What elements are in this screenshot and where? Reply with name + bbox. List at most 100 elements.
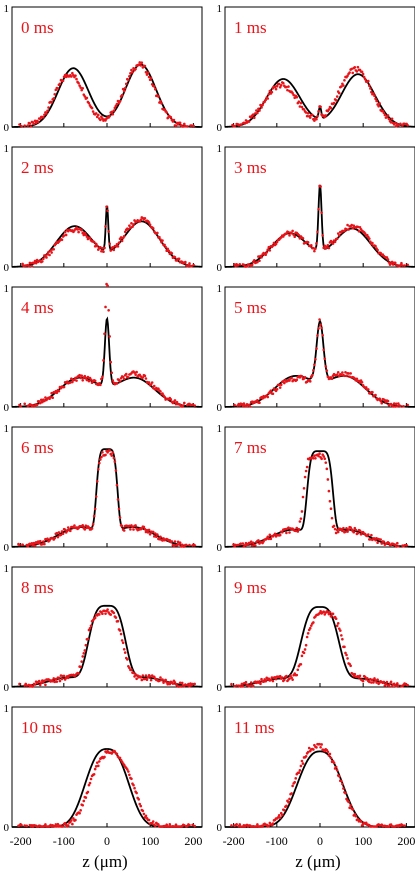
experiment-point (184, 260, 187, 264)
experiment-point (43, 679, 46, 682)
experiment-point (301, 762, 305, 765)
experiment-point (233, 125, 236, 128)
experiment-point (329, 106, 333, 110)
experiment-point (172, 118, 176, 122)
experiment-point (371, 390, 374, 394)
experiment-point (106, 209, 109, 212)
experiment-point (87, 101, 91, 105)
experiment-point (379, 399, 383, 403)
experiment-point (147, 75, 151, 79)
experiment-point (299, 764, 303, 768)
experiment-point (93, 507, 97, 511)
experiment-point (249, 540, 253, 543)
experiment-point (358, 529, 362, 532)
experiment-point (142, 812, 146, 816)
experiment-point (358, 226, 362, 229)
experiment-point (296, 530, 300, 533)
experiment-point (115, 483, 119, 487)
experiment-point (118, 516, 122, 519)
experiment-point (289, 674, 292, 678)
experiment-point (53, 92, 57, 96)
experiment-point (351, 226, 355, 230)
experiment-point (341, 371, 344, 374)
theory-curve (11, 604, 202, 688)
experiment-point (278, 386, 282, 389)
experiment-point (66, 526, 70, 529)
experiment-point (115, 382, 119, 385)
experiment-point (38, 539, 42, 543)
experiment-point (62, 385, 66, 389)
y-tick-label-1: 1 (217, 703, 223, 715)
experiment-point (132, 528, 135, 531)
panel-7: 0 1 7 ms (217, 423, 415, 554)
experiment-point (99, 458, 102, 461)
experiment-point (47, 250, 50, 254)
experiment-point (66, 824, 70, 827)
experiment-point (158, 537, 161, 541)
experiment-point (91, 522, 95, 526)
experiment-point (283, 381, 286, 385)
experiment-point (157, 823, 160, 826)
experiment-point (128, 74, 131, 78)
experiment-point (399, 264, 402, 267)
experiment-point (350, 67, 354, 71)
experiment-point (365, 233, 369, 237)
experiment-point (265, 251, 269, 254)
experiment-point (295, 673, 299, 677)
experiment-point (83, 649, 87, 652)
experiment-point (344, 530, 347, 533)
experiment-point (369, 87, 372, 90)
experiment-point (312, 621, 315, 624)
experiment-point (345, 653, 348, 657)
experiment-point (92, 514, 96, 518)
experiment-point (347, 228, 350, 231)
experiment-point (98, 613, 101, 616)
experiment-point (99, 245, 102, 249)
y-tick-label-1: 1 (4, 143, 10, 155)
experiment-point (127, 227, 130, 231)
experiment-point (139, 804, 143, 808)
panel-label: 5 ms (234, 298, 267, 317)
experiment-point (107, 309, 110, 312)
experiment-point (151, 530, 155, 534)
experiment-point (373, 677, 376, 680)
experiment-point (356, 817, 360, 821)
experiment-point (389, 680, 393, 684)
experiment-point (89, 777, 93, 781)
experiment-point (330, 377, 334, 381)
experiment-point (335, 768, 339, 772)
experiment-point (172, 544, 176, 548)
experiment-point (278, 816, 282, 819)
experiment-point (92, 240, 96, 244)
experiment-point (114, 469, 118, 472)
experiment-point (77, 81, 80, 85)
panel-1: 0 1 1 ms (217, 3, 415, 134)
experiment-point (374, 97, 377, 101)
y-tick-label-0: 0 (4, 262, 10, 274)
experiment-point (301, 495, 305, 499)
experiment-point (319, 105, 322, 109)
experiment-point (122, 89, 126, 93)
experiment-point (322, 348, 326, 352)
experiment-point (346, 74, 349, 78)
experiment-point (56, 535, 60, 539)
experiment-point (247, 120, 251, 123)
experiment-point (119, 236, 123, 239)
panel-label: 7 ms (234, 438, 267, 457)
experiment-point (153, 87, 157, 91)
experiment-point (69, 529, 72, 533)
experiment-point (387, 117, 391, 121)
panel-label: 3 ms (234, 158, 267, 177)
experiment-point (327, 246, 331, 250)
experiment-point (261, 103, 264, 107)
experiment-point (303, 376, 307, 379)
x-tick-label: 200 (184, 834, 202, 848)
experiment-point (122, 377, 126, 381)
experiment-point (356, 531, 360, 535)
experiment-point (356, 65, 360, 69)
experiment-point (324, 114, 328, 117)
experiment-point (406, 263, 409, 267)
experiment-point (299, 663, 303, 666)
experiment-point (274, 677, 278, 681)
experiment-point (98, 760, 101, 763)
